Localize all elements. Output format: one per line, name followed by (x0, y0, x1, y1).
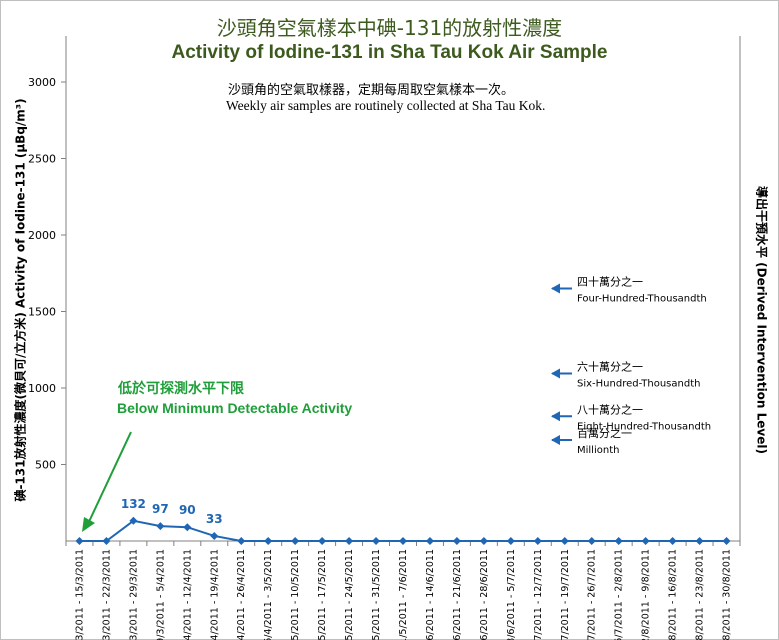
mda-arrow (86, 431, 132, 527)
annotation-arrowhead (551, 411, 560, 422)
data-point (425, 537, 434, 545)
mda-label-en: Below Minimum Detectable Activity (117, 400, 352, 416)
x-tick-label: 19/4/2011 - 26/4/2011 (236, 549, 247, 640)
y-tick-label: 2500 (28, 153, 56, 166)
x-tick-label: 22/3/2011 - 29/3/2011 (128, 549, 139, 640)
data-point (183, 523, 192, 532)
y-tick-label: 3000 (28, 76, 56, 89)
x-tick-label: 5/7/2011 - 12/7/2011 (533, 549, 544, 640)
data-point (452, 537, 461, 545)
x-tick-label: 24/5/2011 - 31/5/2011 (371, 549, 382, 640)
data-point (129, 516, 138, 525)
data-point (479, 537, 488, 545)
chart-title: 沙頭角空氣樣本中碘-131的放射性濃度 (216, 16, 563, 40)
data-point (75, 537, 84, 545)
chart-note-en: Weekly air samples are routinely collect… (226, 98, 546, 113)
x-tick-label: 16/8/2011 - 23/8/2011 (695, 549, 706, 640)
data-label: 97 (152, 502, 169, 516)
data-point (722, 537, 731, 545)
x-tick-label: 2/8/2011 - 9/8/2011 (641, 549, 652, 640)
x-tick-label: 5/4/2011 - 12/4/2011 (182, 549, 193, 640)
data-point (372, 537, 381, 545)
x-tick-label: 14/6/2011 - 21/6/2011 (452, 549, 463, 640)
data-point (102, 537, 111, 545)
data-label: 33 (206, 512, 223, 526)
x-tick-label: 7/6/2011 - 14/6/2011 (425, 549, 436, 640)
data-point (668, 537, 677, 545)
annotation-label-zh: 八十萬分之一 (577, 402, 643, 416)
x-tick-label: 8/3/2011 - 15/3/2011 (74, 549, 85, 640)
data-point (237, 537, 246, 545)
x-tick-label: 12/4/2011 - 19/4/2011 (209, 549, 220, 640)
mda-arrowhead (82, 517, 95, 532)
annotation-arrowhead (551, 435, 560, 446)
x-tick-label: 23/8/2011 - 30/8/2011 (722, 549, 733, 640)
data-point (318, 537, 327, 545)
annotation-label-zh: 百萬分之一 (577, 426, 632, 440)
data-point (156, 522, 165, 531)
data-point (210, 531, 219, 540)
chart-subtitle: Activity of Iodine-131 in Sha Tau Kok Ai… (171, 42, 608, 63)
annotation-label-en: Millionth (577, 445, 619, 456)
x-tick-label: 31/5/2011 - 7/6/2011 (398, 549, 409, 640)
x-tick-label: 26/7/2011 - 2/8/2011 (614, 549, 625, 640)
data-point (641, 537, 650, 545)
data-point (614, 537, 623, 545)
data-label: 132 (121, 497, 146, 511)
data-point (264, 537, 273, 545)
annotation-label-en: Four-Hundred-Thousandth (577, 294, 707, 305)
x-tick-label: 19/7/2011 - 26/7/2011 (587, 549, 598, 640)
x-tick-label: 17/5/2011 - 24/5/2011 (344, 549, 355, 640)
x-tick-label: 12/7/2011 - 19/7/2011 (560, 549, 571, 640)
x-tick-label: 3/5/2011 - 10/5/2011 (290, 549, 301, 640)
data-label: 90 (179, 503, 196, 517)
annotation-arrowhead (551, 283, 560, 294)
y-tick-label: 1000 (28, 382, 56, 395)
annotation-label-zh: 六十萬分之一 (577, 359, 643, 373)
annotation-label-zh: 四十萬分之一 (577, 275, 643, 289)
data-point (399, 537, 407, 545)
data-point (587, 537, 596, 545)
x-tick-label: 21/6/2011 - 28/6/2011 (479, 549, 490, 640)
annotation-label-en: Eight-Hundred-Thousandth (577, 421, 711, 432)
chart-note-zh: 沙頭角的空氣取樣器，定期每周取空氣樣本一次。 (228, 83, 515, 98)
x-tick-label: 29/3/2011 - 5/4/2011 (155, 549, 166, 640)
data-point (506, 537, 515, 545)
x-tick-label: 26/4/2011 - 3/5/2011 (263, 549, 274, 640)
y-tick-label: 500 (35, 459, 56, 472)
data-point (695, 537, 704, 545)
x-tick-label: 28/6/2011 - 5/7/2011 (506, 549, 517, 640)
data-point (345, 537, 354, 545)
data-point (560, 537, 569, 545)
y-tick-label: 1500 (28, 306, 56, 319)
y-tick-label: 2000 (28, 229, 56, 242)
data-point (291, 537, 300, 545)
annotation-label-en: Six-Hundred-Thousandth (577, 378, 700, 389)
mda-label-zh: 低於可探測水平下限 (117, 380, 244, 397)
x-tick-label: 9/8/2011 - 16/8/2011 (668, 549, 679, 640)
x-tick-label: 15/3/2011 - 22/3/2011 (101, 549, 112, 640)
annotation-arrowhead (551, 368, 560, 379)
x-tick-label: 10/5/2011 - 17/5/2011 (317, 549, 328, 640)
data-point (533, 537, 542, 545)
